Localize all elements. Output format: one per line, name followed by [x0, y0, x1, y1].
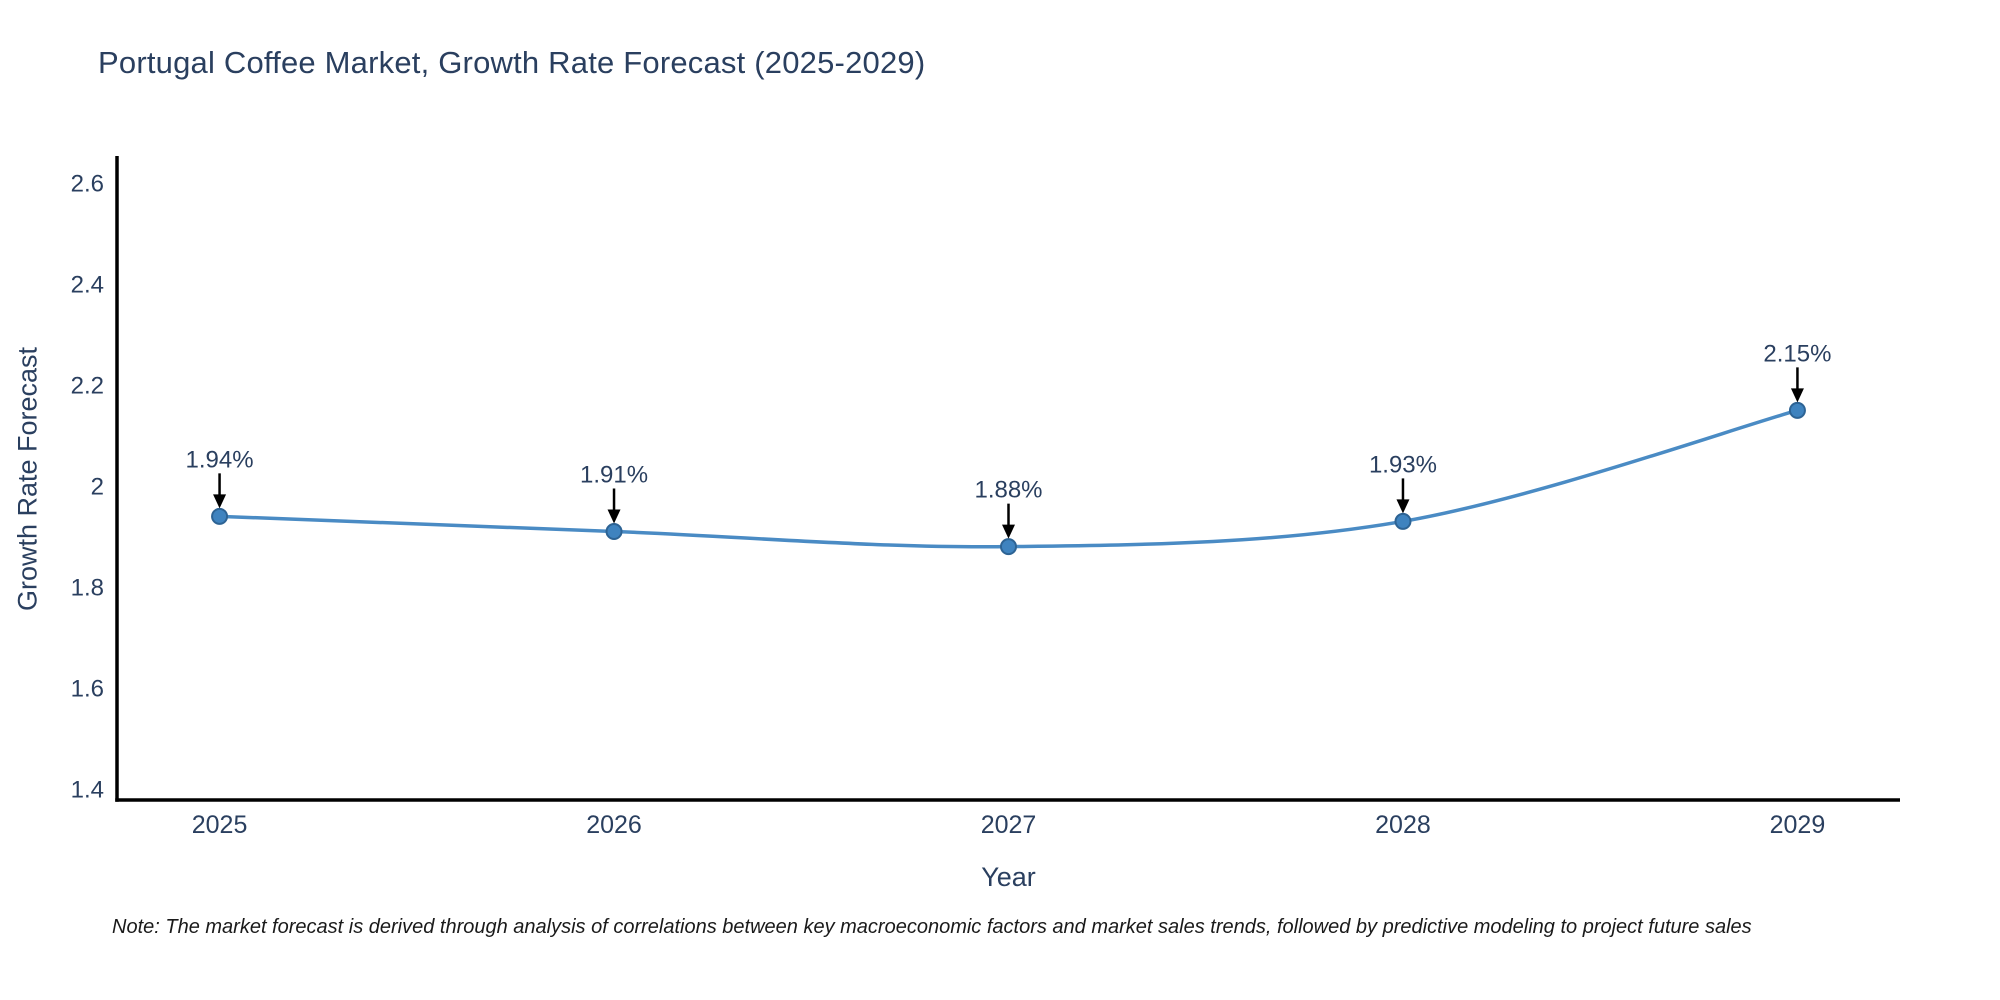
- y-tick-label: 2: [91, 474, 104, 501]
- point-annotation-label: 1.91%: [580, 461, 648, 488]
- data-point-marker: [1394, 512, 1412, 530]
- data-point-marker: [1788, 401, 1806, 419]
- chart-title: Portugal Coffee Market, Growth Rate Fore…: [98, 45, 926, 80]
- data-point-marker: [211, 507, 229, 525]
- y-tick-label: 2.2: [71, 373, 104, 400]
- y-tick-label: 1.8: [71, 575, 104, 602]
- x-tick-label: 2027: [981, 811, 1037, 839]
- data-point-marker: [1000, 538, 1017, 556]
- annotation-arrow-head: [213, 494, 227, 509]
- methodology-note: Note: The market forecast is derived thr…: [112, 916, 1752, 938]
- y-tick-label: 2.6: [71, 171, 104, 198]
- y-tick-label: 1.6: [71, 675, 104, 702]
- annotation-arrow-head: [607, 509, 621, 524]
- y-tick-label: 2.4: [71, 272, 104, 299]
- x-axis-title: Year: [981, 862, 1036, 892]
- x-tick-label: 2028: [1375, 811, 1431, 839]
- x-tick-label: 2026: [586, 811, 642, 839]
- y-tick-label: 1.4: [71, 776, 104, 803]
- point-annotation-label: 1.94%: [186, 446, 254, 473]
- data-point-marker: [605, 522, 623, 540]
- point-annotation-label: 1.88%: [974, 477, 1042, 504]
- annotation-arrow-head: [1396, 499, 1410, 514]
- x-tick-label: 2029: [1770, 811, 1826, 839]
- annotation-arrow-head: [1002, 524, 1015, 539]
- x-tick-label: 2025: [192, 811, 248, 839]
- point-annotation-label: 1.93%: [1369, 451, 1437, 478]
- annotation-arrow-head: [1790, 388, 1804, 403]
- point-annotation-label: 2.15%: [1763, 340, 1831, 367]
